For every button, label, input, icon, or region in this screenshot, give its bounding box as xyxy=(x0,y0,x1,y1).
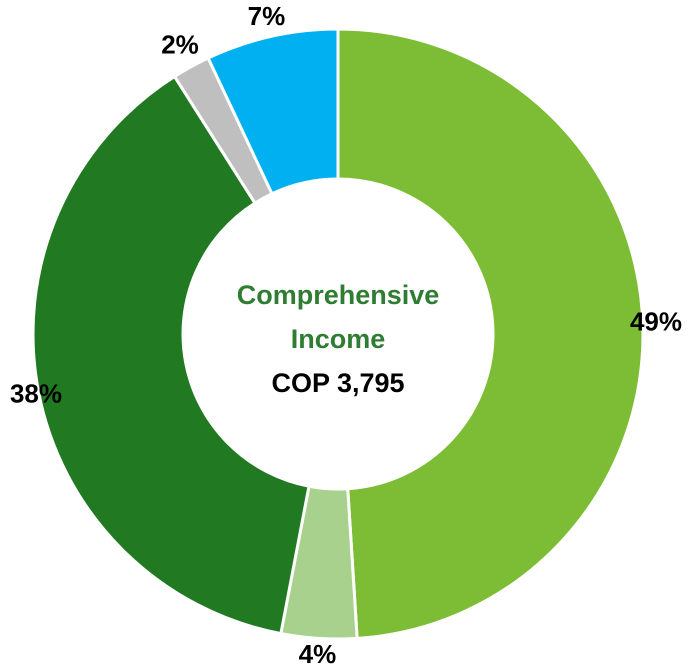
slices xyxy=(31,27,645,641)
data-label: 2% xyxy=(161,29,199,59)
data-label: 38% xyxy=(10,378,62,408)
data-label: 4% xyxy=(299,639,337,669)
slice xyxy=(31,74,311,636)
center-title: Income xyxy=(291,324,386,354)
data-label: 49% xyxy=(630,307,682,337)
slice xyxy=(336,27,645,640)
center-value: COP 3,795 xyxy=(271,368,404,398)
data-label: 7% xyxy=(248,1,286,31)
center-title: Comprehensive xyxy=(237,280,440,310)
slice xyxy=(206,27,340,196)
